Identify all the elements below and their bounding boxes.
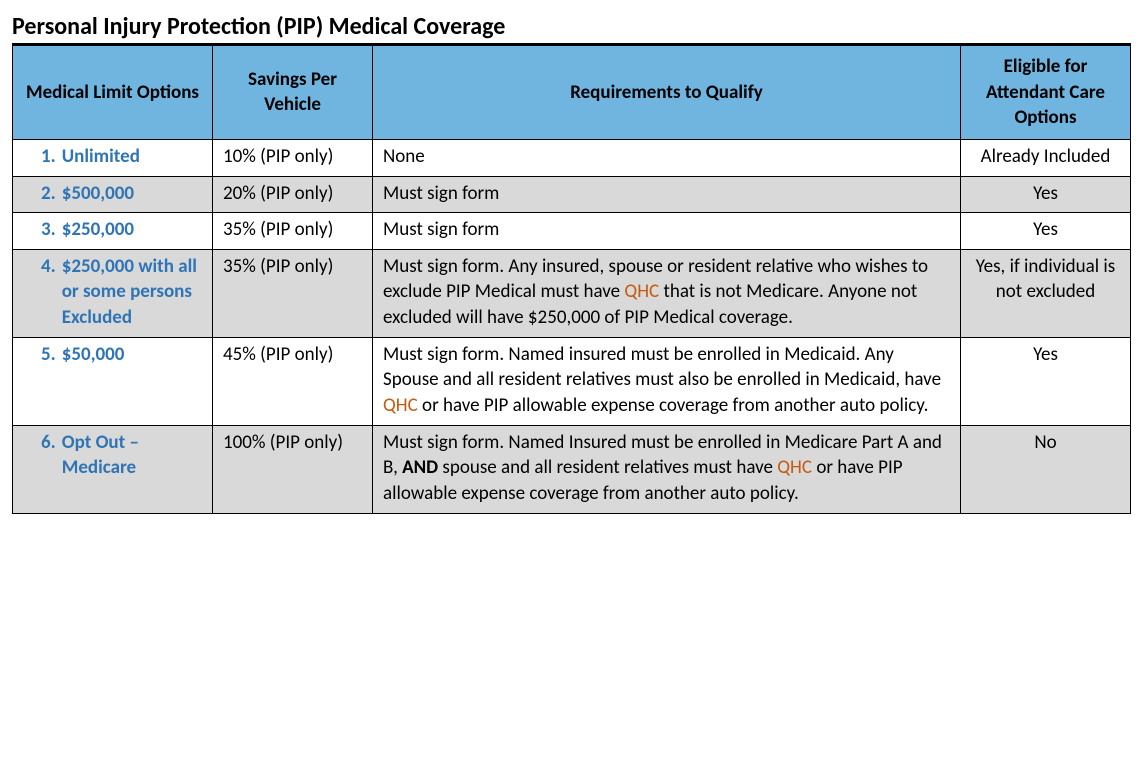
requirement-text: Must sign form: [383, 182, 499, 205]
savings-cell: 20% (PIP only): [213, 176, 373, 213]
table-row: 2.$500,00020% (PIP only)Must sign formYe…: [13, 176, 1131, 213]
option-cell: 4.$250,000 with all or some persons Excl…: [13, 249, 213, 337]
table-row: 4.$250,000 with all or some persons Excl…: [13, 249, 1131, 337]
table-row: 1.Unlimited10% (PIP only)NoneAlready Inc…: [13, 139, 1131, 176]
requirements-cell: None: [373, 139, 961, 176]
savings-cell: 100% (PIP only): [213, 425, 373, 513]
table-row: 6.Opt Out – Medicare100% (PIP only)Must …: [13, 425, 1131, 513]
option-number: 3.: [23, 217, 62, 243]
qhc-text: QHC: [624, 280, 659, 303]
requirement-text: or have PIP allowable expense coverage f…: [418, 394, 929, 417]
table-row: 3.$250,00035% (PIP only)Must sign formYe…: [13, 213, 1131, 250]
option-cell: 5.$50,000: [13, 337, 213, 425]
requirements-cell: Must sign form: [373, 213, 961, 250]
savings-cell: 35% (PIP only): [213, 213, 373, 250]
page-title: Personal Injury Protection (PIP) Medical…: [12, 12, 1131, 45]
requirements-cell: Must sign form. Any insured, spouse or r…: [373, 249, 961, 337]
eligible-cell: Yes: [961, 176, 1131, 213]
requirement-text: spouse and all resident relatives must h…: [438, 456, 777, 479]
option-cell: 1.Unlimited: [13, 139, 213, 176]
eligible-cell: Yes: [961, 337, 1131, 425]
option-cell: 6.Opt Out – Medicare: [13, 425, 213, 513]
option-cell: 2.$500,000: [13, 176, 213, 213]
option-number: 5.: [23, 342, 62, 368]
eligible-cell: Yes, if individual is not excluded: [961, 249, 1131, 337]
option-label: $250,000: [62, 217, 202, 243]
requirement-text: Must sign form. Named insured must be en…: [383, 343, 941, 392]
requirement-text: Must sign form: [383, 218, 499, 241]
option-number: 4.: [23, 254, 62, 280]
column-header-savings: Savings Per Vehicle: [213, 46, 373, 140]
requirements-cell: Must sign form: [373, 176, 961, 213]
option-label: $250,000 with all or some persons Exclud…: [62, 254, 202, 331]
option-label: $50,000: [62, 342, 202, 368]
requirements-cell: Must sign form. Named Insured must be en…: [373, 425, 961, 513]
eligible-cell: No: [961, 425, 1131, 513]
eligible-cell: Yes: [961, 213, 1131, 250]
bold-text: AND: [402, 456, 438, 479]
option-number: 2.: [23, 181, 62, 207]
option-label: Unlimited: [62, 144, 202, 170]
table-row: 5.$50,00045% (PIP only)Must sign form. N…: [13, 337, 1131, 425]
option-cell: 3.$250,000: [13, 213, 213, 250]
column-header-requirements: Requirements to Qualify: [373, 46, 961, 140]
table-header-row: Medical Limit Options Savings Per Vehicl…: [13, 46, 1131, 140]
savings-cell: 10% (PIP only): [213, 139, 373, 176]
requirements-cell: Must sign form. Named insured must be en…: [373, 337, 961, 425]
option-number: 1.: [23, 144, 62, 170]
qhc-text: QHC: [777, 456, 812, 479]
column-header-eligible: Eligible for Attendant Care Options: [961, 46, 1131, 140]
eligible-cell: Already Included: [961, 139, 1131, 176]
pip-coverage-table: Medical Limit Options Savings Per Vehicl…: [12, 45, 1131, 514]
savings-cell: 45% (PIP only): [213, 337, 373, 425]
qhc-text: QHC: [383, 394, 418, 417]
option-label: $500,000: [62, 181, 202, 207]
savings-cell: 35% (PIP only): [213, 249, 373, 337]
requirement-text: None: [383, 145, 425, 168]
option-number: 6.: [23, 430, 62, 456]
option-label: Opt Out – Medicare: [62, 430, 202, 481]
column-header-option: Medical Limit Options: [13, 46, 213, 140]
